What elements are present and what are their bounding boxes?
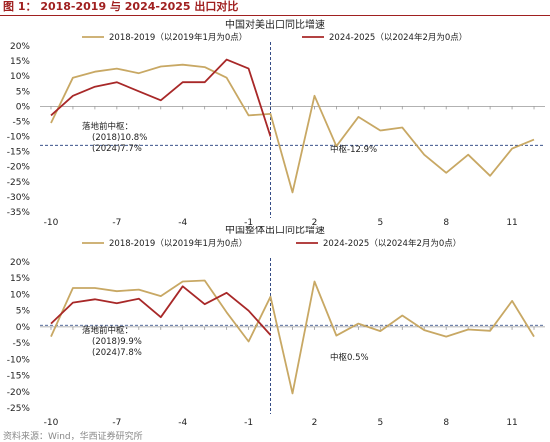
y-tick-label: 5% <box>16 307 31 317</box>
figure-title: 图 1： 2018-2019 与 2024-2025 出口对比 <box>0 0 550 16</box>
y-tick-label: 0% <box>16 323 31 333</box>
y-tick-label: 10% <box>10 72 30 82</box>
x-tick-label: -10 <box>44 218 59 228</box>
y-tick-label: 5% <box>16 87 31 97</box>
y-tick-label: 0% <box>16 102 31 112</box>
y-tick-label: -20% <box>7 163 31 173</box>
x-tick-label: 2 <box>312 218 318 228</box>
source-note: 资料来源：Wind，华西证券研究所 <box>3 432 143 442</box>
annotation-pre-center: (2018)9.9% <box>92 337 142 347</box>
x-tick-label: -7 <box>112 418 121 428</box>
total-export-chart: 中国整体出口同比增速 2018-2019（以2019年1月为0点） 2024-202… <box>7 226 545 428</box>
x-tick-label: -1 <box>244 418 253 428</box>
y-tick-label: -25% <box>7 178 31 188</box>
x-tick-label: -4 <box>178 418 187 428</box>
annotation-pre-center: (2018)10.8% <box>92 133 147 143</box>
y-tick-label: 15% <box>10 274 30 284</box>
legend-label-0: 2018-2019（以2019年1月为0点） <box>109 238 247 249</box>
annotation-pre-center: 落地前中枢： <box>82 121 133 132</box>
legend-label-1: 2024-2025（以2024年2月为0点） <box>329 32 467 43</box>
annotation-center: 中枢-12.9% <box>330 144 377 155</box>
x-tick-label: 5 <box>377 418 383 428</box>
y-tick-label: -10% <box>7 355 31 365</box>
y-tick-label: -25% <box>7 404 31 414</box>
x-tick-label: -1 <box>244 218 253 228</box>
x-tick-label: -4 <box>178 218 187 228</box>
y-tick-label: -30% <box>7 193 31 203</box>
chart-title: 中国对美出口同比增速 <box>225 18 325 31</box>
y-tick-label: -10% <box>7 133 31 143</box>
series-line-0 <box>50 63 535 194</box>
legend-label-1: 2024-2025（以2024年2月为0点） <box>323 238 461 249</box>
y-tick-label: -20% <box>7 388 31 398</box>
x-tick-label: 5 <box>377 218 383 228</box>
x-tick-label: 8 <box>443 218 449 228</box>
annotation-pre-center: (2024)7.8% <box>92 348 142 358</box>
y-tick-label: -5% <box>12 117 30 127</box>
y-tick-label: -15% <box>7 148 31 158</box>
x-tick-label: -7 <box>112 218 121 228</box>
y-tick-label: 20% <box>10 42 30 52</box>
y-tick-label: -35% <box>7 208 31 218</box>
x-tick-label: 2 <box>312 418 318 428</box>
x-tick-label: -10 <box>44 418 59 428</box>
legend-label-0: 2018-2019（以2019年1月为0点） <box>109 32 247 43</box>
series-line-1 <box>50 285 272 336</box>
annotation-pre-center: (2024)7.7% <box>92 144 142 154</box>
y-tick-label: 10% <box>10 290 30 300</box>
y-tick-label: -15% <box>7 372 31 382</box>
x-tick-label: 8 <box>443 418 449 428</box>
x-tick-label: 11 <box>506 418 517 428</box>
series-line-1 <box>50 58 272 137</box>
y-tick-label: 15% <box>10 57 30 67</box>
annotation-center: 中枢0.5% <box>330 352 369 363</box>
x-tick-label: 11 <box>506 218 517 228</box>
series-line-0 <box>50 279 535 395</box>
y-tick-label: 20% <box>10 258 30 268</box>
y-tick-label: -5% <box>12 339 30 349</box>
annotation-pre-center: 落地前中枢： <box>82 325 133 336</box>
chart-title: 中国整体出口同比增速 <box>225 226 325 236</box>
